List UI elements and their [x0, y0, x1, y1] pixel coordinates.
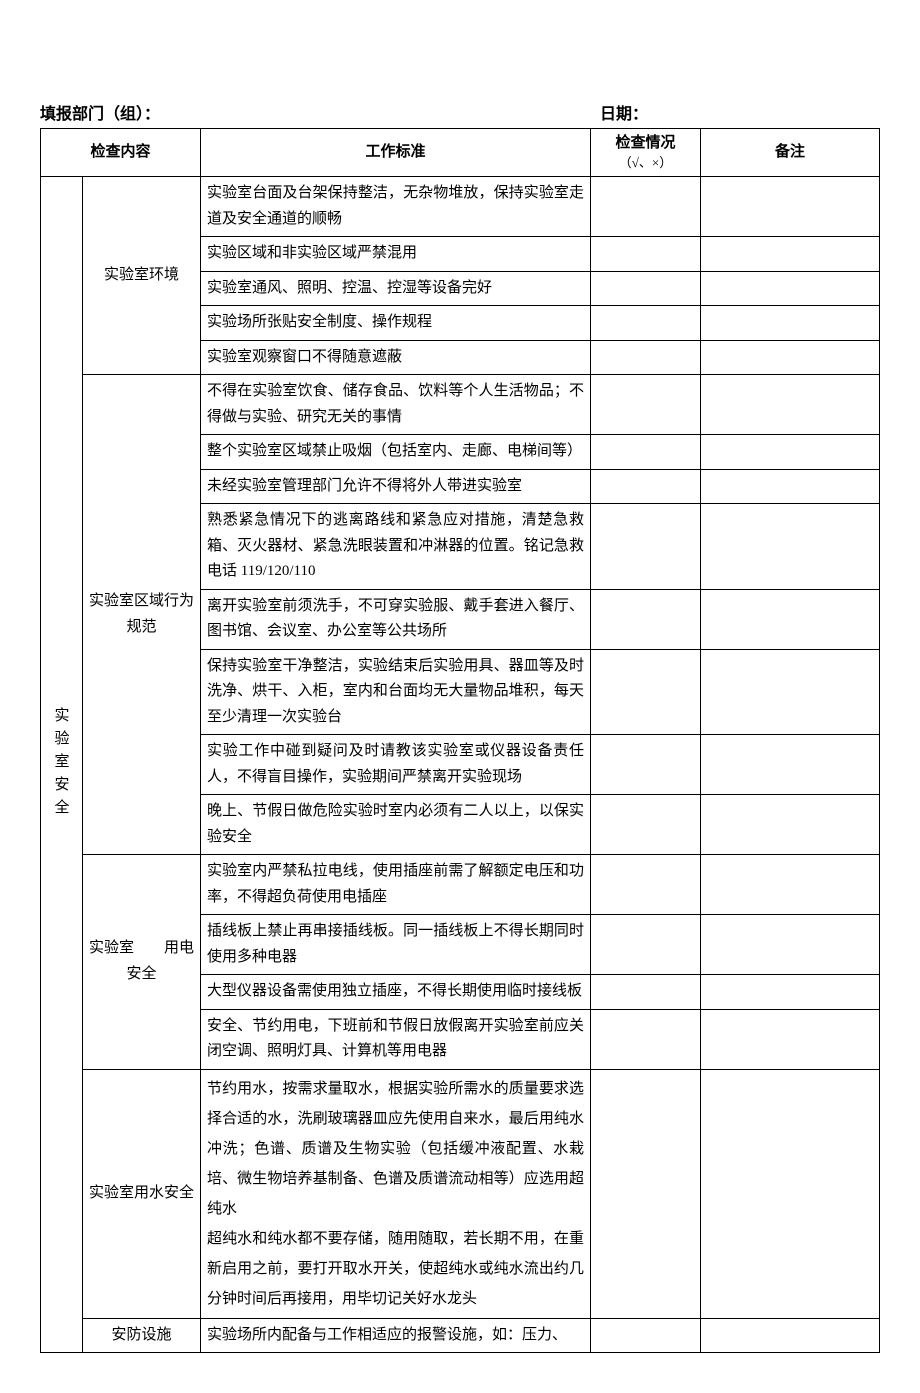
check-cell[interactable] [591, 1069, 701, 1318]
standard-cell: 实验室通风、照明、控温、控湿等设备完好 [201, 271, 591, 306]
col-remark: 备注 [701, 129, 880, 177]
standard-cell: 晚上、节假日做危险实验时室内必须有二人以上，以保实验安全 [201, 795, 591, 855]
remark-cell[interactable] [701, 271, 880, 306]
standard-cell: 熟悉紧急情况下的逃离路线和紧急应对措施，清楚急救箱、灭火器材、紧急洗眼装置和冲淋… [201, 504, 591, 590]
check-cell[interactable] [591, 649, 701, 735]
standard-cell: 离开实验室前须洗手，不可穿实验服、戴手套进入餐厅、图书馆、会议室、办公室等公共场… [201, 589, 591, 649]
section-label: 实验室用水安全 [83, 1069, 201, 1318]
table-row: 实验室区域行为规范不得在实验室饮食、储存食品、饮料等个人生活物品；不得做与实验、… [41, 375, 880, 435]
remark-cell[interactable] [701, 237, 880, 272]
standard-cell: 实验室观察窗口不得随意遮蔽 [201, 340, 591, 375]
remark-cell[interactable] [701, 469, 880, 504]
remark-cell[interactable] [701, 975, 880, 1010]
standard-cell: 整个实验室区域禁止吸烟（包括室内、走廊、电梯间等） [201, 435, 591, 470]
col-content: 检查内容 [41, 129, 201, 177]
form-header: 填报部门（组）： 日期： [40, 100, 880, 124]
remark-cell[interactable] [701, 649, 880, 735]
section-label: 安防设施 [83, 1318, 201, 1353]
standard-cell: 实验工作中碰到疑问及时请教该实验室或仪器设备责任人，不得盲目操作，实验期间严禁离… [201, 735, 591, 795]
date-label: 日期： [600, 100, 880, 124]
remark-cell[interactable] [701, 735, 880, 795]
table-body: 实验室安全 实验室环境实验室台面及台架保持整洁，无杂物堆放，保持实验室走道及安全通… [41, 177, 880, 1353]
section-label: 实验室 用电安全 [83, 855, 201, 1070]
standard-cell: 保持实验室干净整洁，实验结束后实验用具、器皿等及时洗净、烘干、入柜，室内和台面均… [201, 649, 591, 735]
section-label: 实验室区域行为规范 [83, 375, 201, 855]
check-cell[interactable] [591, 177, 701, 237]
check-cell[interactable] [591, 306, 701, 341]
standard-text: 超纯水和纯水都不要存储，随用随取，若长期不用，在重新启用之前，要打开取水开关，使… [207, 1224, 584, 1314]
category-label: 实验室安全 [47, 707, 73, 822]
check-cell[interactable] [591, 504, 701, 590]
check-cell[interactable] [591, 589, 701, 649]
col-check-main: 检查情况 [597, 133, 694, 154]
remark-cell[interactable] [701, 306, 880, 341]
section-label: 实验室环境 [83, 177, 201, 375]
standard-cell: 实验室内严禁私拉电线，使用插座前需了解额定电压和功率，不得超负荷使用电插座 [201, 855, 591, 915]
col-standard: 工作标准 [201, 129, 591, 177]
check-cell[interactable] [591, 795, 701, 855]
remark-cell[interactable] [701, 177, 880, 237]
standard-cell: 实验区域和非实验区域严禁混用 [201, 237, 591, 272]
dept-label: 填报部门（组）： [40, 100, 600, 124]
remark-cell[interactable] [701, 435, 880, 470]
check-cell[interactable] [591, 735, 701, 795]
table-row: 安防设施实验场所内配备与工作相适应的报警设施，如：压力、 [41, 1318, 880, 1353]
remark-cell[interactable] [701, 504, 880, 590]
check-cell[interactable] [591, 237, 701, 272]
standard-cell: 未经实验室管理部门允许不得将外人带进实验室 [201, 469, 591, 504]
check-cell[interactable] [591, 1009, 701, 1069]
standard-cell: 实验室台面及台架保持整洁，无杂物堆放，保持实验室走道及安全通道的顺畅 [201, 177, 591, 237]
standard-cell: 大型仪器设备需使用独立插座，不得长期使用临时接线板 [201, 975, 591, 1010]
remark-cell[interactable] [701, 1009, 880, 1069]
inspection-table: 检查内容 工作标准 检查情况 （√、×） 备注 实验室安全 实验室环境实验室台面及… [40, 128, 880, 1353]
standard-cell: 不得在实验室饮食、储存食品、饮料等个人生活物品；不得做与实验、研究无关的事情 [201, 375, 591, 435]
table-header-row: 检查内容 工作标准 检查情况 （√、×） 备注 [41, 129, 880, 177]
table-row: 实验室安全实验室环境实验室台面及台架保持整洁，无杂物堆放，保持实验室走道及安全通… [41, 177, 880, 237]
check-cell[interactable] [591, 469, 701, 504]
check-cell[interactable] [591, 271, 701, 306]
standard-cell: 安全、节约用电，下班前和节假日放假离开实验室前应关闭空调、照明灯具、计算机等用电… [201, 1009, 591, 1069]
check-cell[interactable] [591, 1318, 701, 1353]
check-cell[interactable] [591, 855, 701, 915]
standard-cell: 实验场所内配备与工作相适应的报警设施，如：压力、 [201, 1318, 591, 1353]
check-cell[interactable] [591, 375, 701, 435]
remark-cell[interactable] [701, 589, 880, 649]
remark-cell[interactable] [701, 340, 880, 375]
table-row: 实验室 用电安全实验室内严禁私拉电线，使用插座前需了解额定电压和功率，不得超负荷… [41, 855, 880, 915]
col-check: 检查情况 （√、×） [591, 129, 701, 177]
col-check-sub: （√、×） [597, 154, 694, 172]
category-cell: 实验室安全 [41, 177, 83, 1353]
check-cell[interactable] [591, 975, 701, 1010]
check-cell[interactable] [591, 915, 701, 975]
remark-cell[interactable] [701, 1069, 880, 1318]
remark-cell[interactable] [701, 375, 880, 435]
check-cell[interactable] [591, 435, 701, 470]
standard-text: 节约用水，按需求量取水，根据实验所需水的质量要求选择合适的水，洗刷玻璃器皿应先使… [207, 1074, 584, 1224]
remark-cell[interactable] [701, 1318, 880, 1353]
standard-cell: 实验场所张贴安全制度、操作规程 [201, 306, 591, 341]
remark-cell[interactable] [701, 915, 880, 975]
check-cell[interactable] [591, 340, 701, 375]
standard-cell: 插线板上禁止再串接插线板。同一插线板上不得长期同时使用多种电器 [201, 915, 591, 975]
standard-cell: 节约用水，按需求量取水，根据实验所需水的质量要求选择合适的水，洗刷玻璃器皿应先使… [201, 1069, 591, 1318]
table-row: 实验室用水安全节约用水，按需求量取水，根据实验所需水的质量要求选择合适的水，洗刷… [41, 1069, 880, 1318]
remark-cell[interactable] [701, 795, 880, 855]
remark-cell[interactable] [701, 855, 880, 915]
